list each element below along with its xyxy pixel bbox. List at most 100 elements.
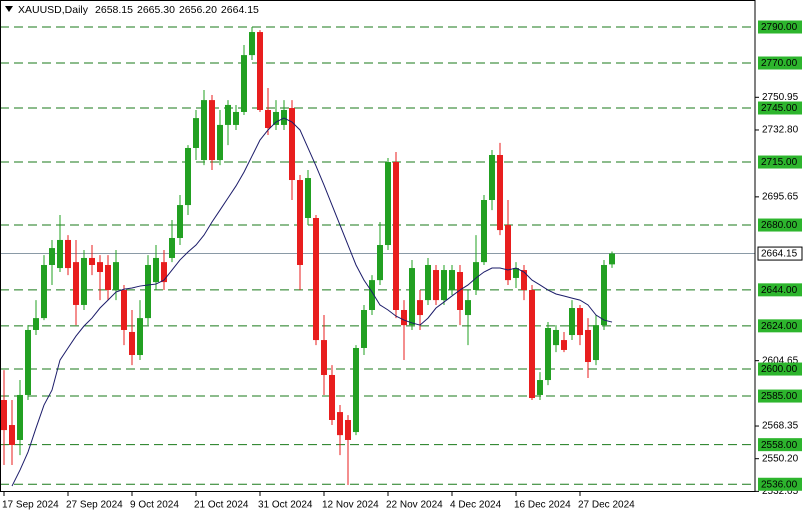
header-value: 2658.15 xyxy=(95,4,133,16)
plot-area xyxy=(0,26,755,487)
level-label: 2585.00 xyxy=(761,391,798,402)
candle-body xyxy=(137,318,143,356)
candle-body xyxy=(249,32,255,56)
candle-body xyxy=(513,268,519,278)
x-tick-label: 21 Oct 2024 xyxy=(194,500,249,511)
candle-body xyxy=(97,262,103,273)
candle-body xyxy=(289,108,295,181)
candle-body xyxy=(113,262,119,291)
y-tick-label: 2532.05 xyxy=(762,486,799,497)
candle-body xyxy=(585,329,591,363)
candle-body xyxy=(385,162,391,246)
last-price-label: 2664.15 xyxy=(761,249,798,260)
candle-body xyxy=(553,329,559,346)
candle-body xyxy=(145,264,151,319)
candle-body xyxy=(497,154,503,231)
menu-triangle[interactable] xyxy=(5,6,13,12)
level-label-box xyxy=(758,101,802,115)
candle-body xyxy=(273,111,279,125)
level-label-box xyxy=(758,389,802,403)
level-label: 2790.00 xyxy=(761,22,798,33)
candle-body xyxy=(425,264,431,301)
chart-header: XAUUSD,Daily 2658.15 2665.30 2656.20 2664.15 xyxy=(18,4,259,16)
candle-body xyxy=(129,331,135,356)
candle-body xyxy=(473,262,479,291)
candle-body xyxy=(337,412,343,436)
y-tick-label: 2695.65 xyxy=(762,191,799,202)
y-tick-label: 2604.65 xyxy=(762,355,799,366)
level-label: 2770.00 xyxy=(761,58,798,69)
candle-body xyxy=(281,109,287,125)
level-label-box xyxy=(758,319,802,333)
chart-title: XAUUSD,Daily xyxy=(18,4,89,16)
candle-body xyxy=(257,32,263,110)
candle-body xyxy=(529,290,535,399)
x-tick-label: 12 Nov 2024 xyxy=(322,500,379,511)
candle-body xyxy=(209,100,215,161)
header-value: 2665.30 xyxy=(137,4,175,16)
header-value: 2664.15 xyxy=(221,4,259,16)
candle-body xyxy=(9,425,15,446)
level-label: 2745.00 xyxy=(761,103,798,114)
candle-body xyxy=(305,178,311,219)
candle-body xyxy=(265,109,271,128)
level-label-box xyxy=(758,56,802,70)
candle-body xyxy=(17,394,23,440)
candle-body xyxy=(233,111,239,125)
candle-body xyxy=(409,268,415,326)
moving-average-line xyxy=(11,117,613,487)
level-label-box xyxy=(758,438,802,452)
candle-body xyxy=(449,270,455,291)
candle-body xyxy=(73,262,79,305)
candle-body xyxy=(369,280,375,310)
x-tick-label: 9 Oct 2024 xyxy=(130,500,179,511)
header-value: 2656.20 xyxy=(179,4,217,16)
candle-body xyxy=(313,218,319,341)
candle-body xyxy=(57,239,63,269)
candle-body xyxy=(65,239,71,269)
candle-body xyxy=(537,380,543,395)
candle-body xyxy=(569,308,575,336)
candle-body xyxy=(417,300,423,316)
candle-body xyxy=(161,262,167,283)
candle-body xyxy=(377,245,383,281)
level-label-box xyxy=(758,283,802,297)
candle-body xyxy=(33,318,39,330)
candle-body xyxy=(457,272,463,310)
x-tick-label: 22 Nov 2024 xyxy=(386,500,443,511)
candle-body xyxy=(241,55,247,112)
candle-body xyxy=(521,270,527,291)
candle-body xyxy=(393,162,399,310)
candle-body xyxy=(169,237,175,258)
candle-body xyxy=(433,270,439,301)
y-tick-label: 2750.95 xyxy=(762,92,799,103)
level-label: 2600.00 xyxy=(761,364,798,375)
candle-body xyxy=(153,257,159,283)
candle-body xyxy=(89,257,95,265)
y-tick-label: 2568.35 xyxy=(762,421,799,432)
level-label-box xyxy=(758,218,802,232)
candle-body xyxy=(465,300,471,316)
x-tick-label: 4 Dec 2024 xyxy=(450,500,502,511)
candle-body xyxy=(329,374,335,420)
candle-body xyxy=(561,340,567,350)
candle-body xyxy=(49,248,55,265)
candle-body xyxy=(217,124,223,161)
level-label-box xyxy=(758,477,802,491)
x-tick-label: 31 Oct 2024 xyxy=(258,500,313,511)
candle-body xyxy=(401,309,407,326)
candle-body xyxy=(345,419,351,440)
candle-body xyxy=(177,205,183,238)
y-tick-label: 2550.20 xyxy=(762,453,799,464)
candle-body xyxy=(41,264,47,319)
x-tick-label: 27 Sep 2024 xyxy=(66,500,123,511)
candle-body xyxy=(545,328,551,381)
candle-body xyxy=(201,100,207,161)
level-label: 2715.00 xyxy=(761,157,798,168)
last-price-box xyxy=(757,246,803,261)
level-label-box xyxy=(758,20,802,34)
level-label: 2624.00 xyxy=(761,321,798,332)
